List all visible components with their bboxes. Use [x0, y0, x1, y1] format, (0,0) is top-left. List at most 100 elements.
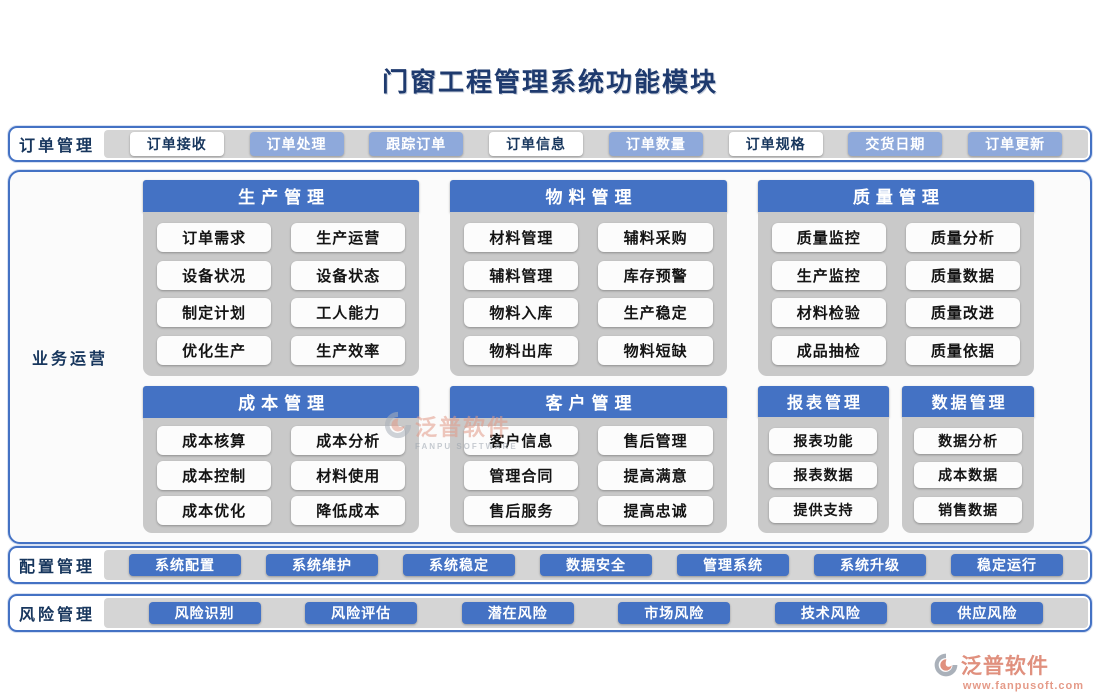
panel-title: 数据管理 [902, 386, 1034, 417]
panel-item[interactable]: 成本核算 [157, 426, 272, 455]
panel-item[interactable]: 提高忠诚 [598, 496, 713, 525]
panel-item[interactable]: 成本控制 [157, 461, 272, 490]
band-button[interactable]: 订单处理 [249, 132, 344, 156]
band-button[interactable]: 订单信息 [489, 132, 584, 156]
band-button[interactable]: 系统升级 [814, 554, 926, 576]
band-button[interactable]: 跟踪订单 [369, 132, 464, 156]
panel-item[interactable]: 售后管理 [598, 426, 713, 455]
panel-item[interactable]: 生产稳定 [598, 298, 713, 328]
panel-title: 质量管理 [757, 180, 1034, 212]
panel-item[interactable]: 物料出库 [464, 336, 579, 366]
fanpu-logo: 泛普软件 www.fanpusoft.com [933, 650, 1084, 692]
order-management-strip: 订单接收 订单处理 跟踪订单 订单信息 订单数量 订单规格 交货日期 订单更新 [104, 130, 1088, 158]
band-button[interactable]: 订单数量 [608, 132, 703, 156]
band-button[interactable]: 数据安全 [540, 554, 652, 576]
config-management-strip: 系统配置 系统维护 系统稳定 数据安全 管理系统 系统升级 稳定运行 [104, 550, 1088, 580]
panel-item[interactable]: 制定计划 [157, 298, 272, 328]
panel-item[interactable]: 成本分析 [291, 426, 406, 455]
panel: 客户管理客户信息 售后管理 管理合同 提高满意 售后服务 提高忠诚 [450, 386, 727, 533]
risk-management-strip: 风险识别 风险评估 潜在风险 市场风险 技术风险 供应风险 [104, 598, 1088, 628]
panel-item[interactable]: 质量改进 [905, 298, 1020, 328]
order-management-band: 订单管理 订单接收 订单处理 跟踪订单 订单信息 订单数量 订单规格 交货日期 订单更新 [8, 126, 1092, 162]
business-operations-container: 业务运营 生产管理 订单需求 生产运营 设备状况 设备状态 制定计划 工人能力 优化生产 生产效… [8, 170, 1092, 544]
panel: 质量管理质量监控 质量分析 生产监控 质量数据 材料检验 质量改进 成品抽检 质量依据 [757, 180, 1034, 376]
cell-quality: 质量管理质量监控 质量分析 生产监控 质量数据 材料检验 质量改进 成品抽检 质量依据 [757, 180, 1034, 376]
band-button[interactable]: 交货日期 [848, 132, 943, 156]
panel: 物料管理 材料管理 辅料采购 辅料管理 库存预警 物料入库 生产稳定 物料出库 物料短缺 [450, 180, 727, 376]
band-button[interactable]: 市场风险 [618, 602, 731, 624]
panel-body: 成本核算 成本分析 成本控制 材料使用 成本优化 降低成本 [143, 418, 420, 533]
band-button[interactable]: 系统配置 [129, 554, 241, 576]
band-button[interactable]: 订单接收 [129, 132, 224, 156]
panel-item[interactable]: 质量数据 [905, 260, 1020, 290]
panel-title: 客户管理 [450, 386, 727, 418]
cell-production: 生产管理 订单需求 生产运营 设备状况 设备状态 制定计划 工人能力 优化生产 生产效率 [143, 180, 420, 376]
risk-management-band: 风险管理 风险识别 风险评估 潜在风险 市场风险 技术风险 供应风险 [8, 594, 1092, 632]
risk-management-label: 风险管理 [18, 607, 95, 624]
panel-title: 成本管理 [143, 386, 420, 418]
panel-item[interactable]: 销售数据 [914, 496, 1023, 523]
panel-title: 报表管理 [757, 386, 890, 417]
band-button[interactable]: 供应风险 [931, 602, 1044, 624]
panel: 数据管理数据分析成本数据销售数据 [902, 386, 1034, 533]
band-button[interactable]: 系统维护 [266, 554, 378, 576]
panel-item[interactable]: 生产监控 [771, 260, 886, 290]
panel-item[interactable]: 订单需求 [157, 222, 272, 252]
band-button[interactable]: 风险评估 [305, 602, 418, 624]
panel-item[interactable]: 报表功能 [769, 427, 878, 454]
panel-item[interactable]: 报表数据 [769, 462, 878, 488]
panel-item[interactable]: 质量依据 [905, 336, 1020, 366]
panel-item[interactable]: 生产效率 [291, 336, 406, 366]
band-button[interactable]: 订单更新 [968, 132, 1063, 156]
panel-item[interactable]: 生产运营 [291, 222, 406, 252]
panel-item[interactable]: 优化生产 [157, 336, 272, 366]
panel-item[interactable]: 管理合同 [464, 461, 579, 490]
panel-item[interactable]: 成品抽检 [771, 336, 886, 366]
cell-customer: 客户管理客户信息 售后管理 管理合同 提高满意 售后服务 提高忠诚 [450, 386, 727, 533]
panel-item[interactable]: 成本优化 [157, 496, 272, 525]
logo-url[interactable]: www.fanpusoft.com [962, 680, 1084, 692]
panel-item[interactable]: 质量分析 [905, 222, 1020, 252]
panel-item[interactable]: 设备状态 [291, 260, 406, 290]
business-operations-label: 业务运营 [32, 351, 109, 368]
panel-item[interactable]: 库存预警 [598, 260, 713, 290]
cell-cost: 成本管理 成本核算 成本分析 成本控制 材料使用 成本优化 降低成本 [143, 386, 420, 533]
panel-item[interactable]: 材料管理 [464, 222, 579, 252]
panel-item[interactable]: 辅料管理 [464, 260, 579, 290]
band-button[interactable]: 风险识别 [148, 602, 261, 624]
panel-body: 材料管理 辅料采购 辅料管理 库存预警 物料入库 生产稳定 物料出库 物料短缺 [450, 212, 727, 376]
band-button[interactable]: 订单规格 [728, 132, 823, 156]
panel-item[interactable]: 辅料采购 [598, 222, 713, 252]
panel-title: 物料管理 [450, 180, 727, 212]
band-button[interactable]: 稳定运行 [951, 554, 1063, 576]
panel-item[interactable]: 材料检验 [771, 298, 886, 328]
band-button[interactable]: 系统稳定 [403, 554, 515, 576]
panel-item[interactable]: 设备状况 [157, 260, 272, 290]
panel-item[interactable]: 材料使用 [291, 461, 406, 490]
band-button[interactable]: 管理系统 [677, 554, 789, 576]
operations-grid: 生产管理 订单需求 生产运营 设备状况 设备状态 制定计划 工人能力 优化生产 生产效率 物料管… [143, 180, 1034, 533]
panel-body: 数据分析成本数据销售数据 [902, 417, 1034, 533]
panel-item[interactable]: 物料入库 [464, 298, 579, 328]
cell-material: 物料管理 材料管理 辅料采购 辅料管理 库存预警 物料入库 生产稳定 物料出库 物料短缺 [450, 180, 727, 376]
cell-report-data: 报表管理报表功能报表数据提供支持 数据管理数据分析成本数据销售数据 [757, 386, 1034, 533]
band-button[interactable]: 技术风险 [774, 602, 887, 624]
band-button[interactable]: 潜在风险 [461, 602, 574, 624]
config-management-band: 配置管理 系统配置 系统维护 系统稳定 数据安全 管理系统 系统升级 稳定运行 [8, 546, 1092, 584]
fanpu-logo-icon [934, 653, 958, 677]
panel: 报表管理报表功能报表数据提供支持 [757, 386, 890, 533]
panel-item[interactable]: 提供支持 [769, 496, 878, 523]
panel-item[interactable]: 售后服务 [464, 496, 579, 525]
panel-item[interactable]: 客户信息 [464, 426, 579, 455]
order-management-label: 订单管理 [18, 138, 95, 155]
panel-body: 报表功能报表数据提供支持 [757, 417, 890, 533]
panel-item[interactable]: 质量监控 [771, 222, 886, 252]
config-management-label: 配置管理 [18, 559, 95, 576]
panel-item[interactable]: 物料短缺 [598, 336, 713, 366]
panel-item[interactable]: 工人能力 [291, 298, 406, 328]
panel-body: 订单需求 生产运营 设备状况 设备状态 制定计划 工人能力 优化生产 生产效率 [143, 212, 420, 376]
panel-item[interactable]: 成本数据 [914, 462, 1023, 488]
panel-item[interactable]: 数据分析 [914, 427, 1023, 454]
panel-item[interactable]: 降低成本 [291, 496, 406, 525]
panel-item[interactable]: 提高满意 [598, 461, 713, 490]
